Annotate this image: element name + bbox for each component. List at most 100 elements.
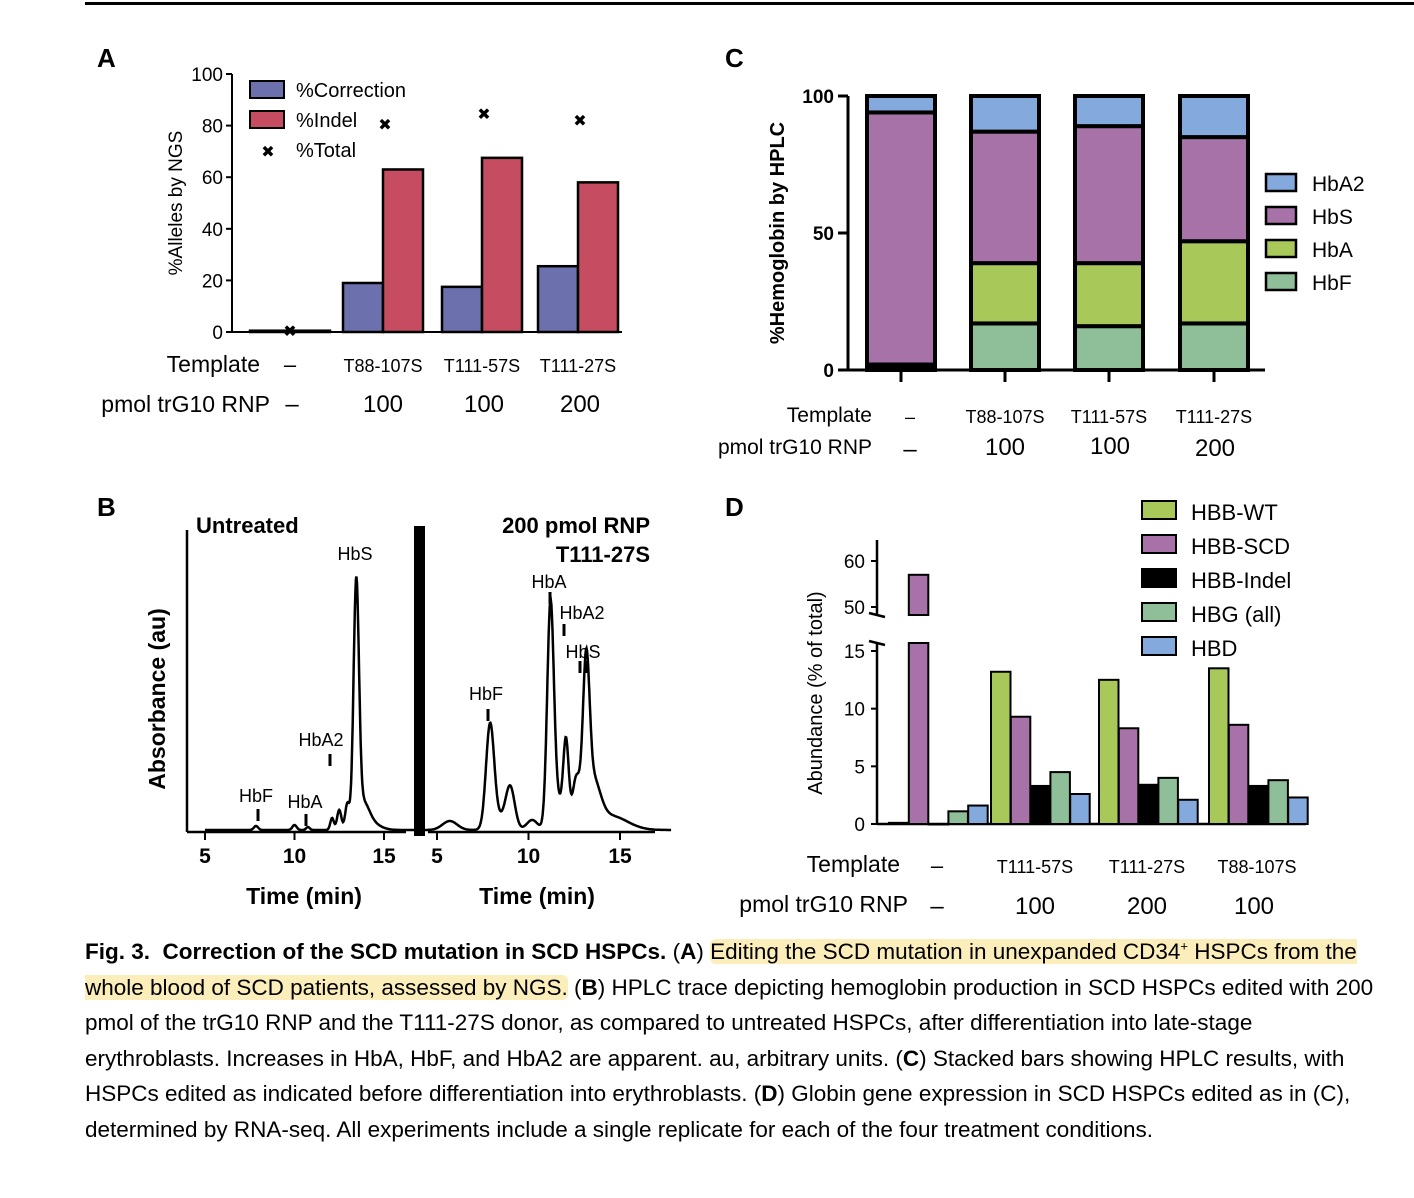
panel-a-y-tick-label: 60 — [202, 168, 223, 189]
panel-d-bar-hbgall — [1049, 771, 1071, 825]
panel-c-segment-hbf — [1073, 324, 1145, 373]
panel-d-bar-hbd — [1287, 796, 1309, 825]
panel-b: Absorbance (au) 5 10 15 5 10 15 Time (min) Time … — [144, 513, 672, 909]
panel-c-y-tick-label: 50 — [813, 224, 834, 245]
panel-b-peak-label-treated: HbS — [565, 642, 600, 662]
panel-b-treated-subtitle: T111-27S — [556, 542, 650, 567]
panel-c-segment-hba — [969, 261, 1041, 326]
panel-d-y-tick-label: 50 — [844, 598, 865, 619]
caption-a-text-1: Editing the SCD mutation in unexpanded C… — [710, 939, 1181, 964]
panel-c-segment-hba — [1073, 261, 1145, 329]
panel-a-category-label: T111-27S — [540, 356, 616, 376]
panel-c-segment-hba — [1178, 239, 1250, 326]
panel-a-y-tick-label: 80 — [202, 117, 223, 138]
panel-d-y-tick-label: 5 — [854, 757, 865, 778]
panel-a-legend-swatch — [249, 80, 285, 99]
panel-a-legend-swatch — [249, 110, 285, 129]
panel-a-bar-indel — [381, 168, 425, 334]
panel-d-bar-hbbindel — [927, 823, 950, 826]
panel-a-rnp-value: 100 — [464, 391, 504, 418]
panel-d-y-tick-label: 0 — [854, 815, 865, 836]
panel-a-total-marker: ✖ — [378, 117, 391, 134]
panel-b-x-tick-label: 5 — [199, 845, 211, 868]
panel-d: 0 5 10 15 50 60 Abundance (% of total) HBB-WT HB… — [739, 500, 1309, 920]
panel-b-peak-label-untreated: HbA2 — [298, 730, 343, 750]
panel-b-x-tick-label: 15 — [608, 845, 632, 868]
panel-d-rnp-value: 100 — [1015, 893, 1055, 920]
panel-d-bar-hbbindel — [1029, 784, 1052, 826]
panel-d-legend-label: HBB-SCD — [1191, 534, 1290, 559]
panel-c-segment-hba2 — [865, 94, 937, 115]
panel-c: 0 50 100 %Hemoglobin by HPLC HbA2 HbS HbA HbF Te… — [718, 87, 1365, 463]
panel-d-bar-hbd — [967, 804, 989, 826]
panel-d-category-label: T88-107S — [1217, 857, 1296, 877]
panel-b-trace-untreated — [205, 576, 429, 832]
panel-d-legend-swatch — [1141, 636, 1177, 656]
panel-c-legend-label: HbA — [1312, 239, 1353, 262]
panel-b-x-label: Time (min) — [246, 883, 362, 909]
panel-b-x-tick-label: 10 — [283, 845, 306, 868]
panel-c-legend-label: HbA2 — [1312, 173, 1365, 196]
panel-a-total-marker: ✖ — [573, 113, 586, 130]
panel-d-legend-swatch — [1141, 602, 1177, 622]
panel-d-legend-label: HBD — [1191, 636, 1237, 661]
panel-a-y-tick-label: 0 — [212, 323, 223, 344]
caption-letter-c: C — [902, 1045, 920, 1071]
panel-c-template-label: Template — [787, 404, 872, 427]
panel-d-legend-swatch — [1141, 568, 1177, 588]
panel-c-y-tick-label: 100 — [802, 87, 834, 108]
panel-c-segment-hbf — [1178, 321, 1250, 373]
panel-c-rnp-value: 100 — [985, 434, 1025, 461]
panel-c-legend-swatch — [1264, 238, 1298, 259]
panel-b-peak-label-treated: HbA — [531, 572, 566, 592]
panel-d-bar-hbbscd — [1009, 715, 1032, 825]
panel-d-rnp-value: – — [930, 893, 944, 920]
panel-c-legend-swatch — [1264, 271, 1298, 292]
panel-c-segment-hbs — [1073, 124, 1145, 266]
panel-d-rnp-label: pmol trG10 RNP — [739, 891, 908, 917]
panel-c-category-label: T111-57S — [1071, 407, 1147, 427]
panel-a-legend-label: %Correction — [296, 80, 406, 102]
panel-a-rnp-value: – — [285, 391, 299, 418]
panel-a-category-label: T88-107S — [343, 356, 422, 376]
panel-d-bar-hbbindel — [1247, 784, 1270, 826]
panel-d-legend-label: HBB-WT — [1191, 500, 1278, 525]
caption-title: Correction of the SCD mutation in SCD HS… — [162, 939, 667, 964]
panel-b-peak-label-treated: HbA2 — [559, 603, 604, 623]
panel-b-x-label: Time (min) — [479, 883, 595, 909]
panel-a-y-label: %Alleles by NGS — [166, 131, 187, 276]
panel-c-category-label: T111-27S — [1176, 407, 1252, 427]
panel-b-peak-label-untreated: HbA — [287, 792, 322, 812]
panel-c-legend-label: HbF — [1312, 272, 1352, 295]
panel-d-y-tick-label: 60 — [844, 552, 865, 573]
panel-d-rnp-value: 200 — [1127, 893, 1167, 920]
panel-c-rnp-value: 200 — [1195, 435, 1235, 462]
panel-letter-b: B — [97, 492, 116, 522]
panel-a-bar-correction — [536, 264, 580, 334]
panel-a: 0 20 40 60 80 100 %Alleles by NGS ✖ ✖ ✖ ✖ %Correcti… — [101, 65, 622, 418]
caption-c-text: Stacked bars showing HPLC results, with … — [85, 1045, 1345, 1107]
panel-b-untreated-title: Untreated — [196, 513, 299, 538]
panel-letter-c: C — [725, 43, 744, 73]
caption-letter-a: A — [680, 939, 697, 964]
panel-d-bar-hbd — [1069, 793, 1091, 825]
panel-d-legend-swatch — [1141, 534, 1177, 554]
panel-c-segment-hbs — [1178, 135, 1250, 244]
caption-fig-label: Fig. 3. — [85, 939, 151, 964]
panel-a-rnp-value: 200 — [560, 391, 600, 418]
panel-c-segment-hbs — [865, 110, 937, 367]
panel-d-rnp-value: 100 — [1234, 893, 1274, 920]
figure-caption: Fig. 3. Correction of the SCD mutation i… — [85, 938, 1374, 1142]
panel-d-bar-hbd — [1177, 798, 1199, 826]
panel-b-trace-treated — [427, 596, 672, 832]
caption-a-text-2: HSPCs from the whole blood of SCD patien… — [85, 939, 1357, 1000]
panel-d-bar-hbbindel — [1137, 783, 1160, 826]
panel-d-bar-hbbwt — [990, 670, 1012, 826]
panel-a-y-tick-label: 20 — [202, 271, 223, 292]
panel-d-legend-label: HBG (all) — [1191, 602, 1281, 627]
panel-a-legend-label: %Indel — [296, 110, 357, 132]
panel-d-category-label: T111-57S — [997, 857, 1073, 877]
panel-d-bar-hbbwt — [1208, 667, 1230, 825]
panel-a-bar-indel — [288, 329, 332, 334]
